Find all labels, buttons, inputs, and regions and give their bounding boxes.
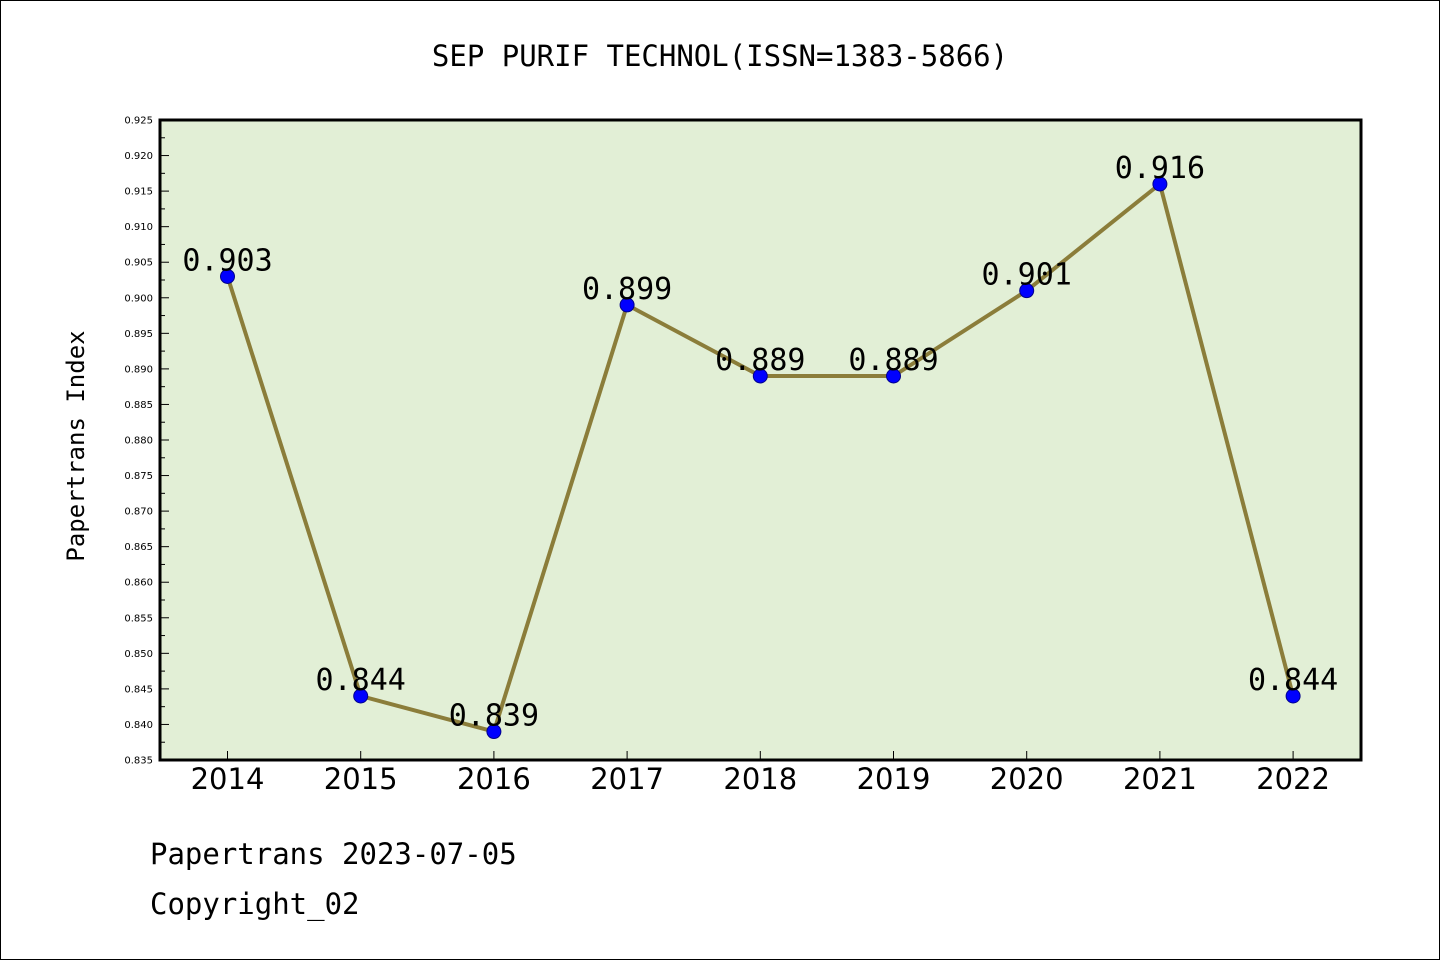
y-tick-label: 0.860 — [124, 578, 153, 589]
y-tick-label: 0.835 — [124, 756, 153, 767]
x-tick-label: 2016 — [457, 762, 531, 796]
x-tick-label: 2019 — [857, 762, 931, 796]
y-tick-label: 0.875 — [124, 471, 153, 482]
plot-area — [158, 118, 1363, 762]
y-tick-label: 0.925 — [124, 116, 153, 127]
chart-title: SEP PURIF TECHNOL(ISSN=1383-5866) — [432, 39, 1008, 73]
y-tick-label: 0.915 — [124, 187, 153, 198]
data-label: 0.889 — [848, 343, 938, 378]
series-points — [220, 176, 1301, 740]
y-axis: 0.835 0.840 0.845 0.850 0.855 0.860 0.865 0.870… — [124, 116, 169, 767]
x-tick-label: 2021 — [1123, 762, 1197, 796]
y-tick-label: 0.850 — [124, 649, 153, 660]
x-tick-label: 2014 — [191, 762, 265, 796]
y-tick-label: 0.900 — [124, 293, 153, 304]
y-tick-label: 0.895 — [124, 329, 153, 340]
footer-date: Papertrans 2023-07-05 — [150, 837, 517, 871]
x-tick-label: 2015 — [324, 762, 398, 796]
x-tick-label: 2020 — [990, 762, 1064, 796]
y-tick-label: 0.920 — [124, 151, 153, 162]
data-point — [353, 688, 369, 704]
data-label: 0.916 — [1115, 151, 1205, 186]
data-label: 0.899 — [582, 272, 672, 307]
data-point — [486, 724, 502, 740]
data-label: 0.889 — [715, 343, 805, 378]
data-label: 0.903 — [182, 243, 272, 278]
y-tick-label: 0.865 — [124, 542, 153, 553]
x-tick-label: 2018 — [723, 762, 797, 796]
data-point — [886, 368, 901, 384]
y-tick-label: 0.890 — [124, 364, 153, 375]
data-point — [1285, 688, 1301, 704]
x-axis: 2014 2015 2016 2017 2018 2019 2020 2021 2022 — [191, 751, 1330, 796]
data-point — [619, 297, 635, 313]
y-tick-label: 0.885 — [124, 400, 153, 411]
x-tick-label: 2022 — [1256, 762, 1330, 796]
data-point — [1019, 283, 1035, 299]
y-tick-label: 0.840 — [124, 720, 153, 731]
data-labels: 0.903 0.844 0.839 0.899 0.889 0.889 0.901 0.916… — [182, 151, 1338, 734]
y-axis-label: Papertrans Index — [62, 330, 90, 561]
data-label: 0.844 — [316, 663, 406, 698]
y-tick-label: 0.855 — [124, 613, 153, 624]
y-tick-label: 0.845 — [124, 684, 153, 695]
data-label: 0.844 — [1248, 663, 1338, 698]
data-point — [752, 368, 768, 384]
data-point — [1152, 176, 1168, 192]
data-point — [220, 268, 235, 284]
x-tick-label: 2017 — [590, 762, 664, 796]
y-tick-label: 0.905 — [124, 258, 153, 269]
footer-copyright: Copyright_02 — [150, 887, 360, 922]
y-tick-label: 0.880 — [124, 436, 153, 447]
y-tick-label: 0.870 — [124, 507, 153, 518]
data-label: 0.839 — [449, 699, 539, 734]
y-tick-label: 0.910 — [124, 222, 153, 233]
data-label: 0.901 — [982, 258, 1072, 293]
